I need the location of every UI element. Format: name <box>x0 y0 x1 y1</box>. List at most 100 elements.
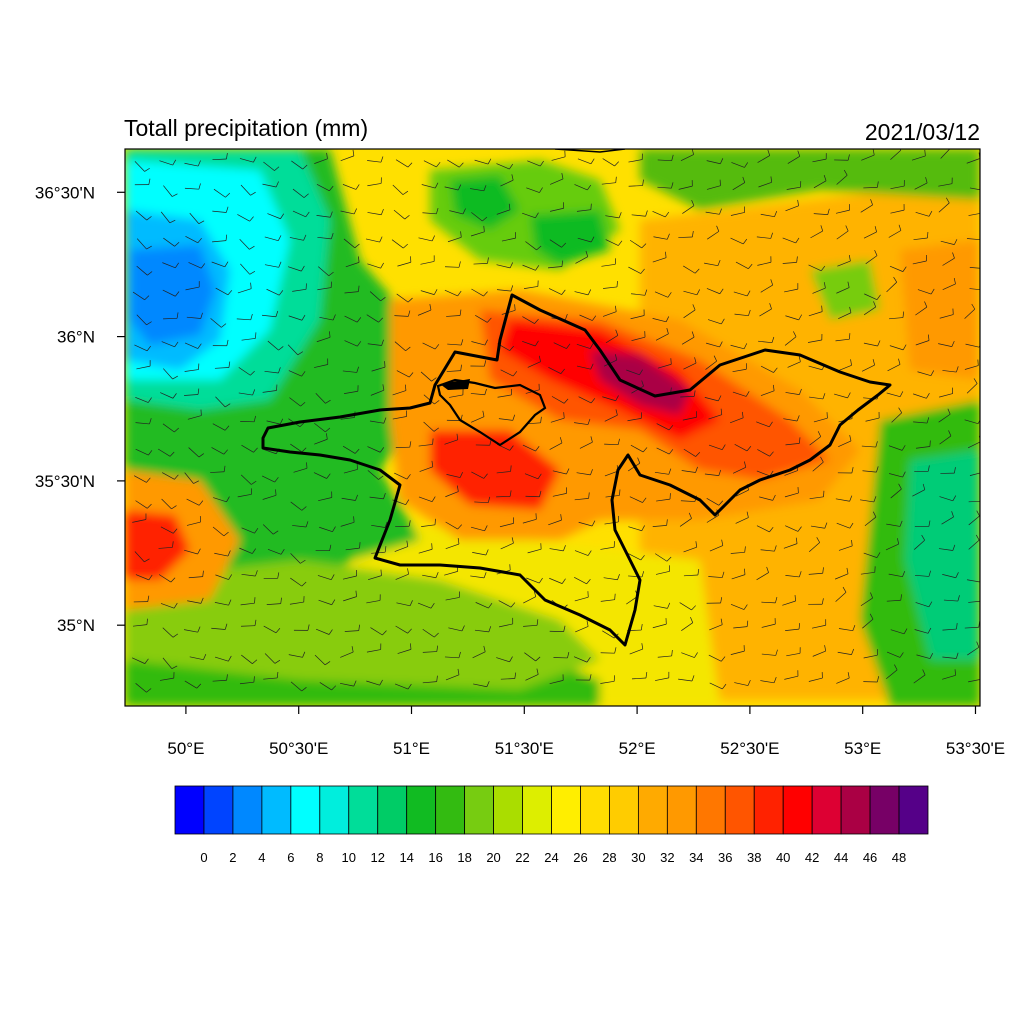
colorbar-label: 38 <box>747 850 761 865</box>
wind-barb <box>367 446 385 453</box>
wind-barb <box>446 471 463 478</box>
colorbar-swatch <box>609 785 639 835</box>
wind-barb <box>444 651 461 659</box>
wind-barb <box>318 491 333 502</box>
wind-barb <box>525 490 542 498</box>
wind-barb <box>527 355 541 368</box>
wind-barb <box>730 237 748 245</box>
wind-barb <box>785 623 800 631</box>
wind-barb <box>163 368 178 380</box>
wind-barb <box>186 516 201 526</box>
wind-barb <box>942 278 956 290</box>
wind-barb <box>418 235 435 242</box>
colorbar-swatch <box>782 785 813 835</box>
wind-barb <box>159 672 175 681</box>
wind-barb <box>862 613 874 629</box>
wind-barb <box>184 342 202 349</box>
wind-barb <box>344 285 360 294</box>
wind-barb <box>627 412 642 422</box>
wind-barb <box>865 249 878 265</box>
wind-barb <box>314 358 329 368</box>
wind-barb <box>314 433 328 445</box>
wind-barb <box>653 233 670 240</box>
wind-barb <box>681 466 698 473</box>
wind-barb <box>393 209 410 220</box>
wind-barb <box>496 163 514 170</box>
wind-barb <box>240 597 256 606</box>
colorbar-label: 32 <box>660 850 674 865</box>
wind-barb <box>600 647 617 654</box>
wind-barb <box>785 437 801 446</box>
wind-barb <box>340 646 354 658</box>
wind-barb <box>706 498 724 506</box>
wind-barb <box>577 158 595 165</box>
wind-barb <box>184 160 201 167</box>
wind-barb <box>293 462 308 473</box>
wind-barb <box>760 545 777 552</box>
lon-tick-label: 51°E <box>393 739 430 758</box>
wind-barb <box>942 252 955 266</box>
wind-barb <box>782 256 798 264</box>
wind-barb <box>445 538 460 549</box>
wind-barb <box>785 199 799 212</box>
wind-barb <box>940 467 956 474</box>
wind-barb <box>498 617 514 628</box>
wind-barb <box>340 516 355 527</box>
wind-barb <box>629 239 647 249</box>
wind-barb <box>860 566 876 575</box>
wind-barb <box>162 627 179 638</box>
wind-barb <box>498 600 516 608</box>
wind-barb <box>293 624 310 631</box>
wind-barb <box>135 448 153 456</box>
wind-barb <box>423 421 440 432</box>
wind-barb <box>446 309 462 317</box>
wind-barb <box>449 388 464 398</box>
field-darkred-core <box>590 350 690 415</box>
wind-barb <box>417 304 432 316</box>
wind-barb <box>631 672 648 680</box>
wind-barb <box>602 305 617 317</box>
wind-barb <box>578 396 596 404</box>
colorbar-label: 0 <box>200 850 207 865</box>
wind-barb <box>184 388 200 396</box>
wind-barb <box>886 664 898 680</box>
wind-barb <box>652 210 670 218</box>
wind-barb <box>629 643 644 655</box>
wind-barb <box>344 315 362 323</box>
wind-barb <box>287 344 304 356</box>
wind-barb <box>709 618 723 631</box>
wind-barb <box>810 522 828 529</box>
wind-barb <box>549 674 564 685</box>
wind-barb <box>241 654 258 664</box>
colorbar-label: 18 <box>457 850 471 865</box>
wind-barb <box>342 184 360 190</box>
map-plot-area[interactable] <box>125 143 986 706</box>
wind-barb <box>496 203 511 215</box>
wind-barb <box>812 456 824 472</box>
colorbar-label: 48 <box>892 850 906 865</box>
wind-barb <box>808 264 826 272</box>
wind-barb <box>266 418 284 425</box>
wind-barb <box>370 627 387 636</box>
wind-barb <box>292 283 307 292</box>
wind-barb <box>730 546 746 554</box>
wind-barb <box>419 460 434 472</box>
wind-barb <box>240 474 257 485</box>
wind-barb <box>657 182 674 189</box>
wind-barb <box>162 657 178 670</box>
wind-barb <box>603 280 618 289</box>
wind-barb <box>136 360 151 370</box>
colorbar-swatch <box>580 785 610 835</box>
wind-barb <box>548 367 565 374</box>
wind-barb <box>915 210 933 217</box>
wind-barb <box>446 364 462 372</box>
wind-barb <box>472 645 486 659</box>
wind-barb <box>732 176 746 191</box>
wind-barb <box>496 656 513 663</box>
wind-barb <box>683 541 698 553</box>
wind-barb <box>366 594 381 604</box>
wind-barb <box>808 598 824 605</box>
wind-barb <box>473 257 489 265</box>
wind-barb <box>813 412 828 423</box>
wind-barb <box>630 309 645 320</box>
